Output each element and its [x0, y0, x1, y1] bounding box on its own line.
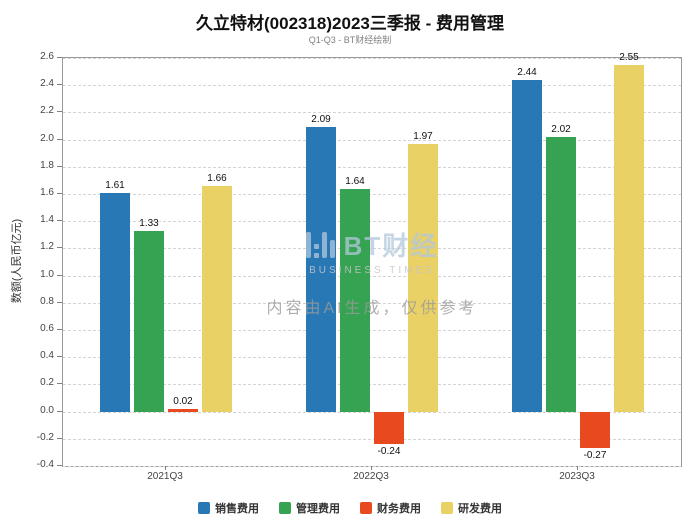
bar-value-label: 2.44: [517, 66, 537, 78]
legend-label: 研发费用: [458, 503, 502, 515]
bar-value-label: 1.97: [413, 130, 433, 142]
y-tick-label: 0.0: [40, 404, 54, 416]
bar-value-label: 2.55: [619, 51, 639, 63]
legend-item: 管理费用: [279, 500, 340, 516]
y-tick-mark: [57, 193, 62, 194]
legend-label: 财务费用: [377, 503, 421, 515]
legend-label: 管理费用: [296, 503, 340, 515]
bar: [512, 79, 542, 412]
gridline: [63, 85, 681, 87]
bar: [374, 411, 404, 445]
bar: [580, 411, 610, 449]
bar: [614, 64, 644, 412]
bar-value-label: 2.02: [551, 123, 571, 135]
bar: [168, 408, 198, 412]
legend-swatch: [441, 502, 453, 514]
y-tick-mark: [57, 274, 62, 276]
chart-subtitle: Q1-Q3 - BT财经绘制: [308, 35, 392, 45]
y-axis-label: 数额(人民币亿元): [11, 218, 23, 304]
x-tick-label: 2022Q3: [353, 471, 389, 482]
y-tick-label: 2.6: [40, 51, 54, 62]
gridline: [63, 357, 681, 359]
legend-label: 销售费用: [215, 503, 259, 515]
bar-value-label: 0.02: [173, 395, 193, 407]
plot-area: 1.61 1.33 0.02 1.66 2.09 1.64 -0.24 1.97 2.44 2.0…: [62, 52, 682, 467]
x-tick-mark: [165, 466, 166, 470]
gridlines-layer: [63, 58, 681, 467]
bar: [408, 143, 438, 412]
gridline: [63, 166, 681, 168]
gridline: [63, 411, 681, 413]
y-tick-mark: [57, 165, 62, 167]
gridline: [63, 58, 681, 59]
y-tick-mark: [57, 301, 62, 303]
gridline: [63, 384, 681, 386]
bar: [134, 230, 164, 412]
y-tick-label: 2.2: [40, 105, 54, 117]
x-tick-mark: [577, 466, 578, 470]
y-tick-label: 0.4: [40, 350, 54, 362]
y-tick-label: -0.2: [36, 431, 54, 443]
y-tick-label: 2.0: [40, 132, 54, 144]
x-tick-label: 2021Q3: [147, 471, 183, 482]
y-tick-mark: [57, 465, 62, 466]
y-tick-label: 1.2: [40, 241, 54, 253]
bar-value-label: 1.61: [105, 179, 125, 191]
y-tick-label: 1.0: [40, 268, 54, 280]
gridline: [63, 139, 681, 141]
gridline: [63, 275, 681, 277]
y-tick-label: 0.8: [40, 295, 54, 307]
y-tick-label: 0.2: [40, 377, 54, 389]
y-tick-label: -0.4: [36, 459, 54, 470]
bar: [100, 192, 130, 412]
gridline: [63, 302, 681, 304]
y-tick-mark: [57, 247, 62, 249]
x-tick-mark: [371, 466, 372, 470]
y-tick-mark: [57, 57, 62, 58]
y-tick-mark: [57, 437, 62, 439]
gridline: [63, 248, 681, 250]
bar: [546, 136, 576, 412]
gridline: [63, 330, 681, 331]
y-tick-mark: [57, 383, 62, 385]
y-tick-label: 2.4: [40, 78, 54, 90]
y-tick-mark: [57, 410, 62, 412]
bar-value-label: 1.33: [139, 217, 159, 229]
x-tick-label: 2023Q3: [559, 471, 595, 482]
gridline: [63, 438, 681, 440]
y-tick-mark: [57, 111, 62, 113]
gridline: [63, 221, 681, 223]
legend-swatch: [279, 502, 291, 514]
y-tick-mark: [57, 220, 62, 222]
y-tick-mark: [57, 329, 62, 330]
y-tick-label: 1.6: [40, 187, 54, 198]
bar: [202, 185, 232, 412]
legend-item: 研发费用: [441, 500, 502, 516]
legend: 销售费用 管理费用 财务费用 研发费用: [0, 500, 700, 516]
y-tick-mark: [57, 84, 62, 86]
bars-layer: 1.61 1.33 0.02 1.66 2.09 1.64 -0.24 1.97 2.44 2.0…: [63, 52, 681, 466]
y-tick-mark: [57, 356, 62, 358]
legend-swatch: [198, 502, 210, 514]
legend-swatch: [360, 502, 372, 514]
bar-value-label: -0.24: [377, 446, 401, 458]
legend-item: 销售费用: [198, 500, 259, 516]
bar-value-label: -0.27: [583, 450, 607, 462]
gridline: [63, 112, 681, 114]
bar: [340, 188, 370, 412]
bar-value-label: 1.64: [345, 175, 365, 187]
bar-value-label: 2.09: [311, 114, 331, 126]
bar-value-label: 1.66: [207, 172, 227, 184]
legend-item: 财务费用: [360, 500, 421, 516]
gridline: [63, 194, 681, 195]
gridline: [63, 466, 681, 467]
y-tick-label: 1.8: [40, 159, 54, 171]
chart-title: 久立特材(002318)2023三季报 - 费用管理: [196, 14, 504, 33]
y-tick-label: 1.4: [40, 214, 54, 226]
y-tick-label: 0.6: [40, 323, 54, 334]
y-tick-mark: [57, 138, 62, 140]
bar: [306, 127, 336, 412]
